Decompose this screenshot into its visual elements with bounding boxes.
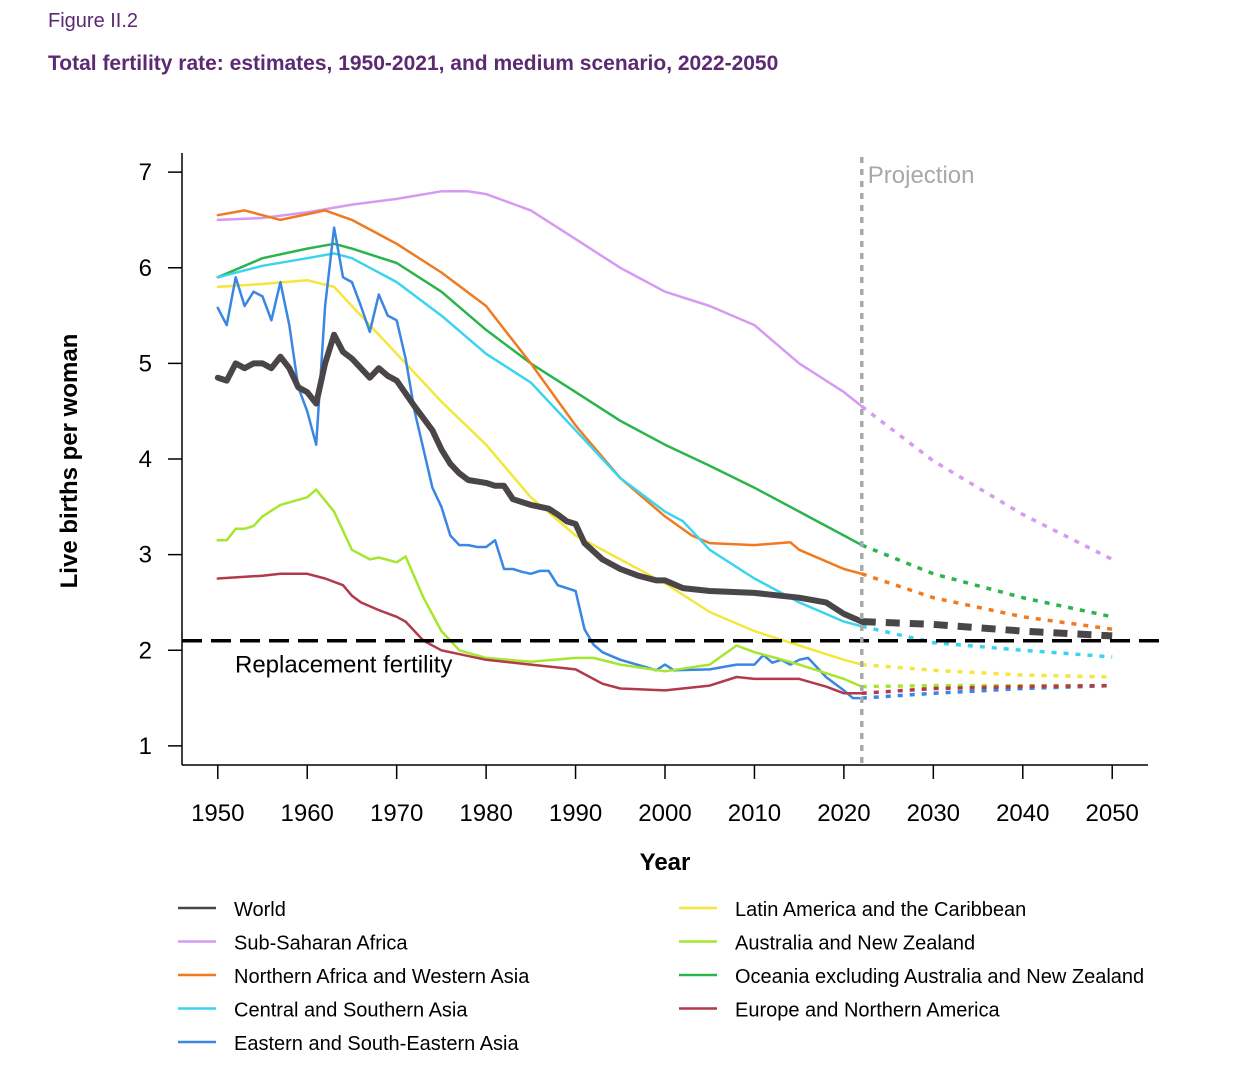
x-tick-label: 1980 xyxy=(459,800,512,827)
x-axis-title: Year xyxy=(640,849,691,876)
series-line-esea xyxy=(216,226,864,700)
legend-label-oceania: Oceania excluding Australia and New Zeal… xyxy=(735,966,1144,988)
projection-line-oceania xyxy=(861,543,1113,619)
y-tick-label: 4 xyxy=(139,446,152,473)
series-line-ssa xyxy=(216,190,864,408)
y-tick-label: 3 xyxy=(139,542,152,569)
series-csa xyxy=(216,252,1113,659)
series-line-csa xyxy=(216,252,864,628)
y-tick-label: 2 xyxy=(139,637,152,664)
x-tick-label: 2050 xyxy=(1086,800,1139,827)
projection-line-ssa xyxy=(860,405,1113,561)
figure-title: Total fertility rate: estimates, 1950-20… xyxy=(48,52,779,75)
projection-line-world xyxy=(861,618,1113,640)
y-tick-label: 6 xyxy=(139,255,152,282)
x-tick-label: 2030 xyxy=(907,800,960,827)
series-esea xyxy=(216,226,1113,700)
x-tick-label: 2000 xyxy=(638,800,691,827)
series-line-anz xyxy=(216,488,864,688)
x-tick-label: 1990 xyxy=(549,800,602,827)
projection-line-ena xyxy=(861,683,1113,696)
legend-label-csa: Central and Southern Asia xyxy=(234,1000,468,1022)
series-line-world xyxy=(214,331,865,625)
x-tick-label: 2040 xyxy=(996,800,1049,827)
series-line-lac xyxy=(216,278,864,666)
series-line-nawa xyxy=(216,209,864,576)
series-line-ena xyxy=(216,572,864,695)
series-layer xyxy=(214,190,1113,700)
chart-legend: World Sub-Saharan Africa Northern Africa a… xyxy=(178,899,1144,1055)
series-ssa xyxy=(216,190,1113,561)
projection-label: Projection xyxy=(868,162,975,189)
series-line-oceania xyxy=(216,242,864,547)
x-tick-label: 1970 xyxy=(370,800,423,827)
legend-label-esea: Eastern and South-Eastern Asia xyxy=(234,1033,519,1055)
projection-line-nawa xyxy=(861,572,1113,631)
series-world xyxy=(214,331,1113,640)
y-tick-label: 5 xyxy=(139,350,152,377)
projection-line-anz xyxy=(861,683,1113,689)
x-tick-label: 2010 xyxy=(728,800,781,827)
figure-label: Figure II.2 xyxy=(48,10,139,32)
series-oceania xyxy=(216,242,1113,619)
replacement-fertility-label: Replacement fertility xyxy=(235,652,452,679)
series-lac xyxy=(216,278,1113,679)
y-tick-label: 1 xyxy=(139,733,152,760)
legend-label-anz: Australia and New Zealand xyxy=(735,933,975,955)
legend-label-ssa: Sub-Saharan Africa xyxy=(234,933,408,955)
x-tick-label: 2020 xyxy=(817,800,870,827)
projection-line-csa xyxy=(861,624,1113,659)
legend-label-ena: Europe and Northern America xyxy=(735,1000,1000,1022)
projection-line-lac xyxy=(861,662,1113,679)
x-tick-label: 1950 xyxy=(191,800,244,827)
legend-label-world: World xyxy=(234,899,286,921)
y-tick-label: 7 xyxy=(139,159,152,186)
x-tick-label: 1960 xyxy=(281,800,334,827)
legend-label-lac: Latin America and the Caribbean xyxy=(735,899,1026,921)
series-ena xyxy=(216,572,1113,696)
chart-axes: 1 2 3 4 5 6 7 1950 1960 1970 1980 1990 2000 2010 2020 2… xyxy=(56,153,1148,876)
y-axis-title: Live births per woman xyxy=(56,334,83,589)
chart-overlay: Replacement fertility Projection xyxy=(182,157,1160,765)
legend-label-nawa: Northern Africa and Western Asia xyxy=(234,966,530,988)
series-nawa xyxy=(216,209,1113,631)
